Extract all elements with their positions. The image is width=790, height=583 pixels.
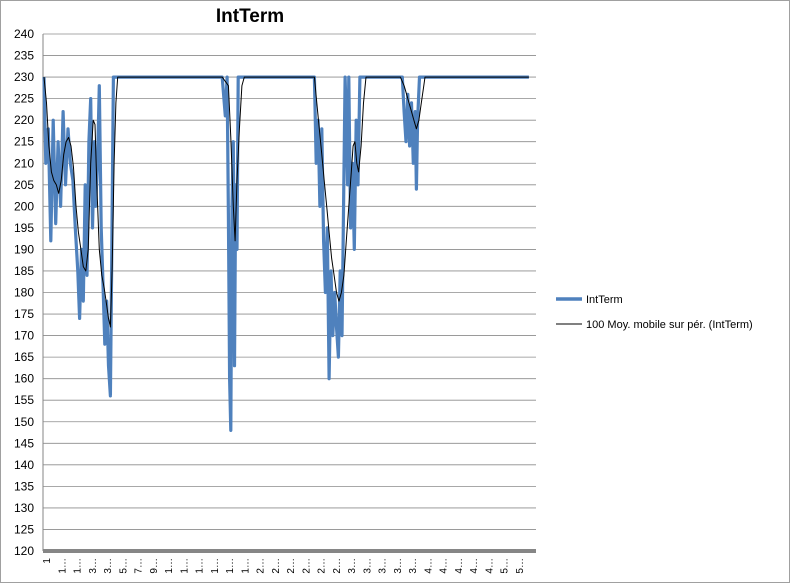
y-tick-label: 140 (14, 458, 34, 472)
y-tick-label: 240 (14, 27, 34, 41)
y-tick-label: 225 (14, 92, 34, 106)
y-tick-label: 190 (14, 242, 34, 256)
series-line-moving-average (43, 76, 529, 328)
x-tick-label: 3… (393, 558, 404, 574)
y-tick-label: 210 (14, 156, 34, 170)
y-tick-label: 175 (14, 307, 34, 321)
y-tick-label: 235 (14, 49, 34, 63)
x-tick-label: 1… (195, 558, 206, 574)
x-tick-label: 4… (484, 558, 495, 574)
x-tick-label: 1… (210, 558, 221, 574)
y-tick-label: 155 (14, 393, 34, 407)
x-tick-label: 2… (271, 558, 282, 574)
x-tick-label: 3… (88, 558, 99, 574)
chart-title: IntTerm (215, 6, 285, 27)
x-tick-label: 1… (225, 558, 236, 574)
gridlines (42, 33, 536, 553)
x-tick-label: 9… (149, 558, 160, 574)
x-tick-label: 1… (164, 558, 175, 574)
y-tick-label: 205 (14, 178, 34, 192)
x-tick-label: 3… (362, 558, 373, 574)
x-tick-label: 3… (408, 558, 419, 574)
y-tick-label: 215 (14, 135, 34, 149)
y-tick-label: 230 (14, 70, 34, 84)
y-tick-label: 195 (14, 221, 34, 235)
x-tick-label: 1… (57, 558, 68, 574)
x-tick-label: 4… (454, 558, 465, 574)
series-line-intterm (42, 75, 529, 432)
x-tick-label: 5… (118, 558, 129, 574)
y-tick-label: 150 (14, 415, 34, 429)
y-tick-label: 120 (14, 544, 34, 558)
y-tick-label: 125 (14, 522, 34, 536)
y-tick-label: 145 (14, 436, 34, 450)
legend-label-intterm: IntTerm (586, 294, 623, 306)
x-tick-label: 1… (240, 558, 251, 574)
x-tick-label: 5… (515, 558, 526, 574)
x-tick-label: 4… (469, 558, 480, 574)
y-tick-label: 180 (14, 286, 34, 300)
x-tick-label: 3… (378, 558, 389, 574)
x-tick-label: 3… (347, 558, 358, 574)
y-tick-label: 165 (14, 350, 34, 364)
legend-label-moving-average: 100 Moy. mobile sur pér. (IntTerm) (586, 319, 753, 331)
y-tick-label: 160 (14, 372, 34, 386)
y-tick-label: 200 (14, 199, 34, 213)
x-tick-label: 2… (256, 558, 267, 574)
series-lines (42, 75, 529, 432)
x-tick-label: 4… (439, 558, 450, 574)
x-tick-label: 1 (42, 558, 53, 564)
x-tick-label: 1… (179, 558, 190, 574)
x-tick-label: 2… (301, 558, 312, 574)
x-tick-label: 3… (103, 558, 114, 574)
x-tick-label: 1… (73, 558, 84, 574)
x-tick-label: 5… (500, 558, 511, 574)
y-tick-label: 170 (14, 329, 34, 343)
y-tick-label: 130 (14, 501, 34, 515)
y-axis-ticks: 120 125 130 135 140 145 150 155 160 165 170 175 180 1… (14, 27, 34, 558)
y-tick-label: 185 (14, 264, 34, 278)
x-tick-label: 2… (286, 558, 297, 574)
legend: IntTerm 100 Moy. mobile sur pér. (IntTer… (556, 294, 753, 331)
x-tick-label: 7… (134, 558, 145, 574)
x-tick-label: 4… (423, 558, 434, 574)
y-tick-label: 220 (14, 113, 34, 127)
x-tick-label: 2… (332, 558, 343, 574)
y-tick-label: 135 (14, 479, 34, 493)
x-axis-ticks: 1 1… 1… 3… 3… 5… 7… 9… 1… 1… 1… 1… 1… 1… 2… 2… 2… 2… 2… 2… 3… (42, 558, 526, 574)
x-tick-label: 2… (317, 558, 328, 574)
